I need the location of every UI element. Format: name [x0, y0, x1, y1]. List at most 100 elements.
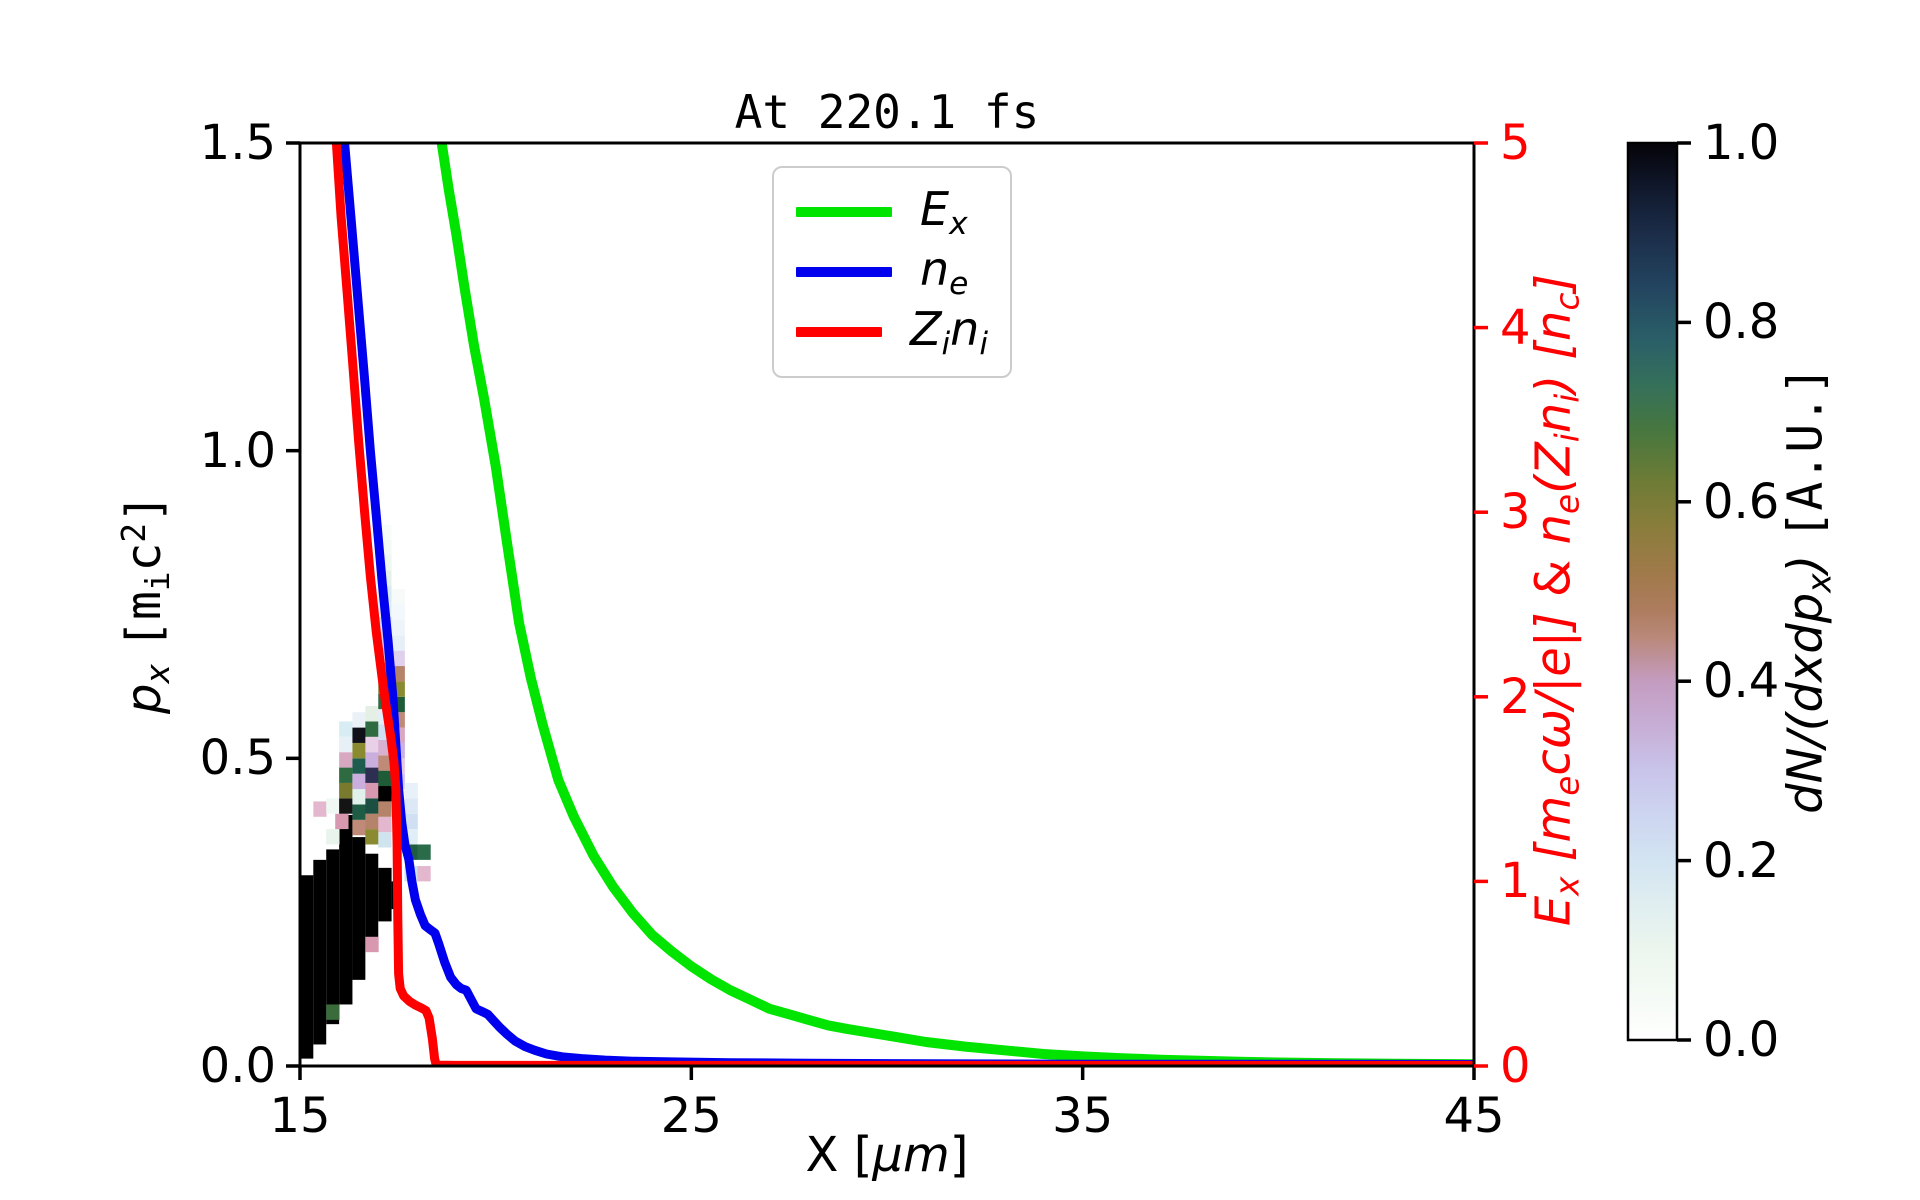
histogram-cell: [326, 798, 340, 814]
plot-spines: [298, 141, 1476, 1068]
histogram-cell: [365, 798, 379, 814]
label-segment: E: [920, 182, 950, 237]
histogram-cell: [365, 706, 379, 722]
label-segment: /(: [1777, 712, 1834, 748]
tick-label: 5: [1500, 115, 1531, 171]
histogram-cell: [378, 770, 392, 787]
histogram-black-column: [352, 837, 366, 980]
label-segment: [1525, 360, 1581, 375]
label-segment: ]: [115, 494, 172, 523]
label-segment: X [: [805, 1127, 873, 1183]
histogram-cell: [352, 727, 366, 743]
histogram-cell: [378, 801, 392, 817]
histogram-cell: [365, 782, 379, 799]
histogram-cell: [352, 804, 366, 820]
histogram-cell: [378, 755, 392, 771]
histogram-black-column: [313, 859, 327, 1045]
label-segment: E: [1525, 895, 1582, 927]
label-segment: c: [1548, 292, 1587, 311]
plot-title: At 220.1 fs: [735, 85, 1040, 139]
label-segment: ): [1777, 554, 1834, 574]
histogram-cell: [391, 635, 405, 651]
label-segment: e: [1548, 775, 1587, 796]
label-segment: ]: [949, 1127, 969, 1183]
histogram-cell: [378, 816, 392, 833]
label-segment: μm: [872, 1127, 950, 1183]
tick-label: 0.5: [199, 730, 276, 787]
label-segment: (Z: [1525, 442, 1582, 494]
legend-line-sample: [796, 267, 892, 277]
histogram-cell: [417, 844, 431, 860]
histogram-cell: [326, 1004, 340, 1020]
histogram-cell: [365, 752, 379, 768]
histogram-cell: [391, 604, 405, 620]
label-segment: i: [1548, 393, 1587, 403]
histogram-cell: [404, 798, 418, 814]
tick-label: 25: [660, 1088, 722, 1144]
histogram-cell: [378, 832, 392, 848]
phase-space-histogram: [300, 524, 431, 1059]
histogram-cell: [365, 767, 379, 783]
label-segment: [m: [115, 591, 172, 649]
curve-ne: [340, 143, 1474, 1066]
tick-label: 1.0: [199, 422, 276, 479]
histogram-cell: [352, 819, 366, 836]
tick-label: 0: [1500, 1038, 1531, 1094]
histogram-cell: [352, 742, 366, 759]
histogram-cell: [339, 721, 353, 737]
curve-Ex: [436, 143, 1474, 1066]
histogram-cell: [339, 736, 353, 753]
y-axis-label-right: Ex [mecω/|e|] & ne(Zini) [nc]: [1525, 274, 1586, 926]
label-segment: e: [1548, 493, 1587, 514]
tick-label: 0.0: [199, 1038, 276, 1094]
label-segment: e: [949, 265, 969, 302]
histogram-cell: [352, 789, 366, 805]
histogram-cell: [352, 712, 366, 728]
tick-label: 15: [269, 1088, 331, 1144]
legend-label: ne: [920, 242, 968, 302]
legend-entry-Ex: Ex: [796, 182, 988, 242]
tick-label: 0.4: [1703, 653, 1780, 710]
histogram-black-column: [365, 853, 379, 947]
histogram-cell: [339, 782, 353, 799]
tick-label: 45: [1443, 1088, 1505, 1144]
legend-label: Ex: [920, 182, 968, 242]
label-segment: c: [115, 542, 172, 572]
histogram-cell: [339, 798, 353, 814]
label-segment: x: [1548, 876, 1587, 896]
label-segment: [A.U.]: [1777, 366, 1834, 540]
label-segment: i: [979, 325, 988, 362]
legend-line-sample: [796, 207, 892, 217]
histogram-cell: [404, 782, 418, 799]
label-segment: n: [1525, 402, 1582, 434]
tick-label: 0.2: [1703, 832, 1780, 889]
legend-line-sample: [796, 327, 882, 337]
legend-entry-ne: ne: [796, 242, 988, 302]
colorbar-label: dN/(dxdpx) [A.U.]: [1777, 366, 1838, 814]
histogram-cell: [352, 758, 366, 774]
tick-label: 0.8: [1703, 294, 1780, 351]
label-segment: i: [941, 325, 951, 362]
tick-label: 4: [1500, 299, 1531, 356]
histogram-cell: [365, 736, 379, 753]
tick-label: 1.0: [1703, 115, 1780, 171]
label-segment: n: [950, 302, 980, 357]
label-segment: [n: [1525, 310, 1582, 360]
histogram-cell: [339, 752, 353, 768]
tick-label: 1.5: [199, 115, 276, 171]
label-segment: ]: [1525, 273, 1582, 293]
label-segment: ): [1525, 374, 1582, 394]
histogram-cell: [378, 786, 392, 802]
label-segment: n: [1525, 513, 1582, 545]
histogram-cell: [365, 721, 379, 737]
histogram-cell: [404, 813, 418, 830]
histogram-black-column: [300, 875, 314, 1059]
histogram-cell: [391, 650, 405, 667]
curve-Zini: [331, 143, 1474, 1066]
label-segment: x: [949, 205, 968, 242]
label-segment: [m: [1525, 795, 1582, 862]
label-segment: n: [920, 242, 950, 297]
legend-entry-Zini: Zini: [796, 302, 988, 362]
label-segment: [1525, 861, 1581, 876]
